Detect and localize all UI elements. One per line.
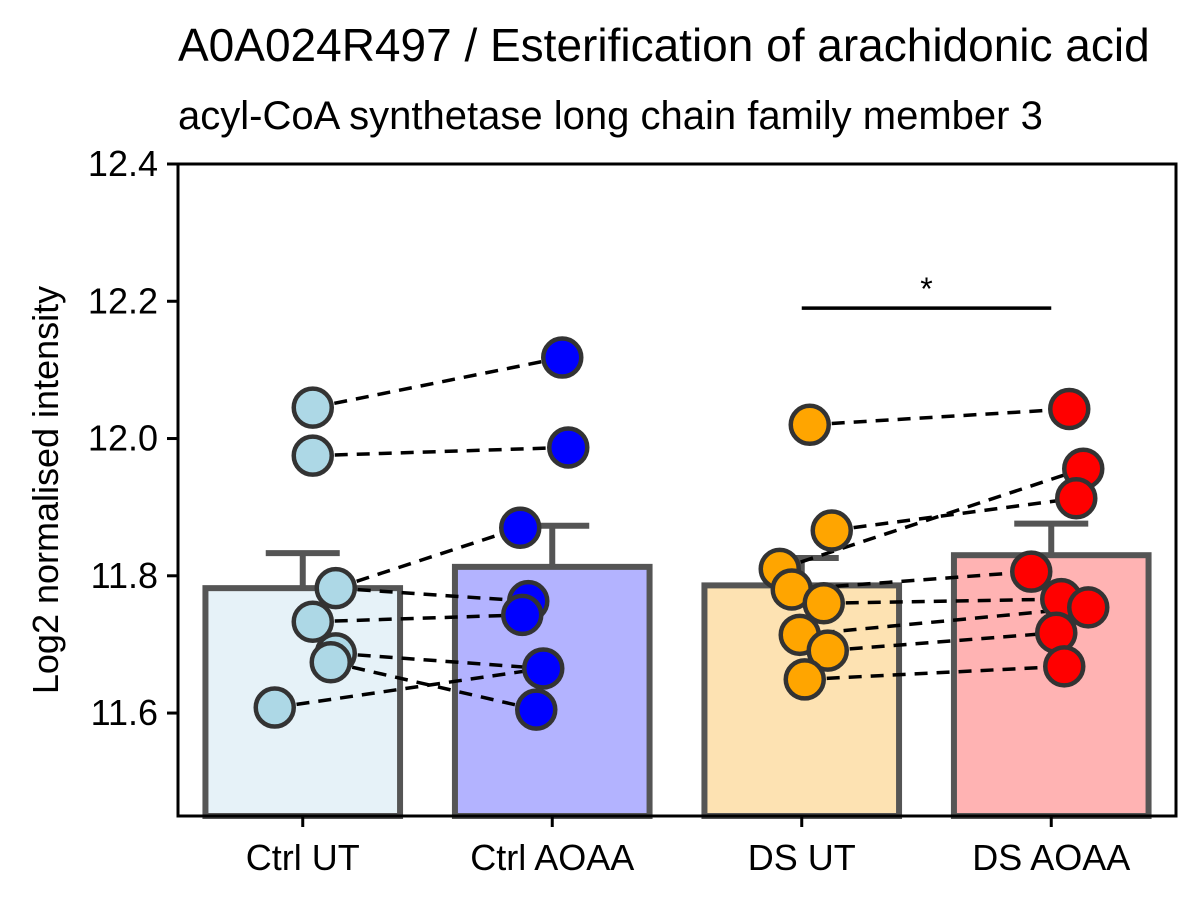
significance-layer: *	[801, 271, 1052, 310]
point-0-6	[253, 686, 296, 729]
x-tick-label-1: Ctrl AOAA	[470, 837, 634, 878]
chart-title: A0A024R497 / Esterification of arachidon…	[178, 19, 1150, 71]
point-3-3	[1010, 550, 1053, 593]
pair-line-1-0	[809, 407, 1070, 427]
points-layer	[253, 336, 1110, 731]
pair-line-1-2	[779, 467, 1084, 571]
y-tick-label-1: 11.8	[91, 555, 158, 596]
point-3-0	[1048, 387, 1091, 431]
y-tick-label-0: 11.6	[91, 692, 158, 733]
pair-line-1-3	[791, 569, 1032, 592]
pair-line-0-5	[335, 651, 544, 671]
point-3-5	[1067, 586, 1110, 629]
point-0-5	[309, 641, 352, 684]
pair-line-0-1	[312, 445, 569, 458]
point-3-2	[1055, 476, 1098, 520]
plot-frame	[176, 162, 1178, 818]
pair-line-1-6	[827, 631, 1057, 653]
point-1-5	[522, 647, 565, 690]
point-2-6	[806, 629, 849, 672]
pair-line-0-4	[312, 613, 523, 624]
point-1-1	[547, 426, 590, 469]
pair-line-0-0	[312, 355, 563, 410]
significance-label: *	[920, 271, 932, 307]
pair-line-1-4	[823, 597, 1062, 605]
pair-line-0-2	[335, 526, 521, 590]
axes-layer: 11.6 11.8 12.0 12.2 12.4 Ctrl UT Ctrl AOAA DS U…	[25, 143, 1178, 878]
y-tick-label-3: 12.2	[88, 280, 158, 321]
point-2-1	[810, 509, 853, 552]
point-1-6	[515, 688, 558, 731]
point-0-1	[291, 434, 334, 477]
x-tick-label-2: DS UT	[748, 837, 856, 878]
chart-subtitle: acyl-CoA synthetase long chain family me…	[178, 94, 1043, 138]
bar-1	[451, 563, 653, 819]
point-1-2	[499, 506, 542, 549]
point-0-2	[314, 566, 357, 610]
x-tick-label-0: Ctrl UT	[246, 837, 360, 878]
point-1-4	[501, 593, 544, 637]
y-tick-label-4: 12.4	[88, 143, 158, 184]
point-0-0	[291, 386, 334, 429]
y-tick-label-2: 12.0	[88, 418, 158, 459]
point-2-7	[783, 658, 826, 701]
pair-lines-layer	[274, 355, 1089, 712]
pair-line-0-7	[274, 666, 544, 710]
pair-line-1-5	[799, 605, 1089, 637]
point-0-3	[291, 600, 334, 644]
point-1-0	[541, 336, 584, 379]
pair-line-0-3	[335, 586, 529, 603]
x-tick-label-3: DS AOAA	[972, 837, 1130, 878]
y-axis-title: Log2 normalised intensity	[25, 286, 66, 694]
point-3-7	[1043, 645, 1086, 688]
pair-line-1-1	[831, 496, 1077, 533]
point-2-4	[802, 581, 845, 625]
point-2-0	[788, 403, 831, 447]
